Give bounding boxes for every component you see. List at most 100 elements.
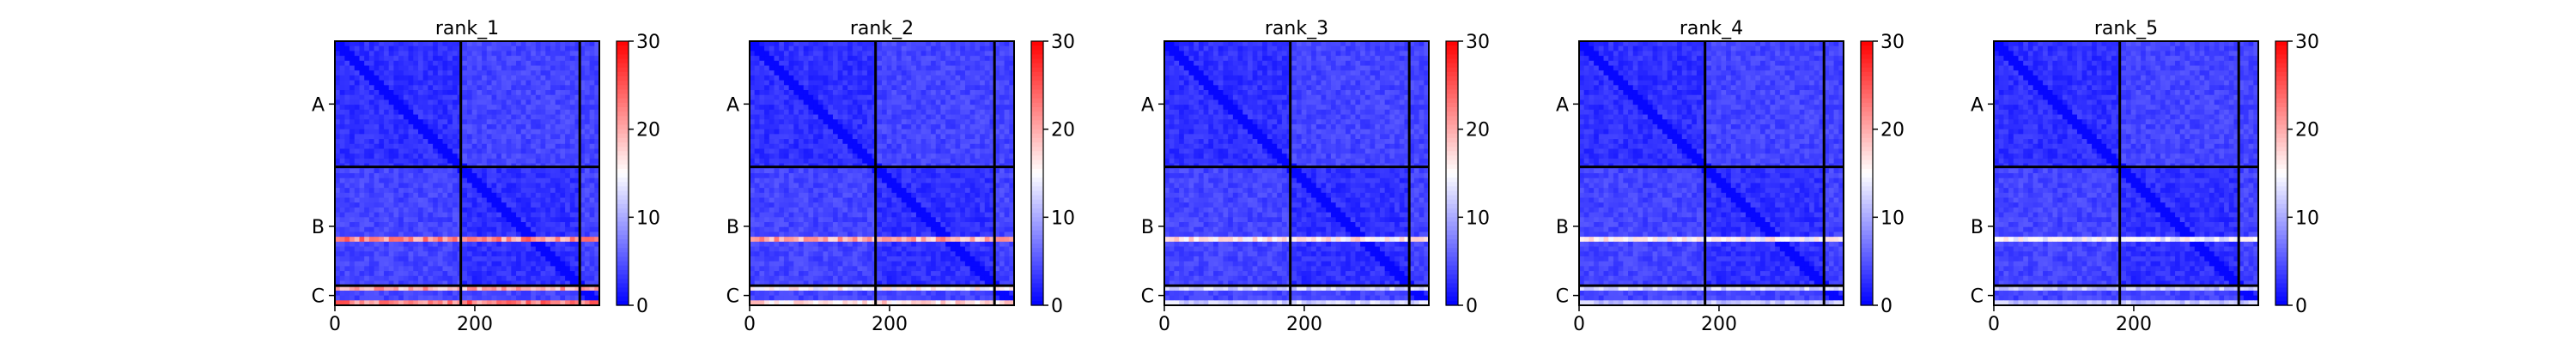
heatmap-cell	[555, 295, 561, 301]
heatmap-cell	[999, 80, 1005, 86]
heatmap-cell	[491, 275, 497, 282]
heatmap-cell	[580, 56, 586, 62]
heatmap-cell	[335, 129, 341, 135]
heatmap-cell	[398, 232, 404, 238]
heatmap-cell	[832, 90, 839, 96]
heatmap-cell	[935, 192, 942, 199]
heatmap-cell	[545, 158, 551, 165]
heatmap-cell	[368, 261, 375, 267]
heatmap-cell	[589, 271, 595, 277]
heatmap-cell	[526, 123, 532, 130]
heatmap-cell	[344, 300, 350, 306]
heatmap-cell	[516, 80, 522, 86]
heatmap-cell	[379, 114, 385, 120]
heatmap-cell	[783, 202, 790, 208]
heatmap-cell	[989, 75, 995, 81]
heatmap-cell	[452, 217, 459, 223]
heatmap-cell	[516, 300, 522, 306]
heatmap-cell	[368, 148, 375, 154]
heatmap-cell	[477, 129, 483, 135]
heatmap-cell	[531, 178, 537, 184]
heatmap-cell	[462, 168, 468, 174]
heatmap-cell	[540, 80, 546, 86]
heatmap-cell	[837, 148, 843, 154]
heatmap-cell	[852, 90, 859, 96]
heatmap-cell	[594, 105, 600, 111]
heatmap-cell	[516, 246, 522, 252]
heatmap-cell	[531, 65, 537, 71]
heatmap-cell	[808, 143, 814, 150]
heatmap-cell	[764, 56, 770, 62]
heatmap-cell	[799, 109, 805, 116]
heatmap-cell	[335, 158, 341, 165]
heatmap-cell	[388, 94, 395, 101]
heatmap-cell	[750, 188, 756, 194]
heatmap-cell	[379, 295, 385, 301]
heatmap-cell	[989, 51, 995, 57]
heatmap-cell	[560, 207, 566, 214]
heatmap-cell	[496, 202, 502, 208]
heatmap-cell	[540, 300, 546, 306]
heatmap-cell	[989, 45, 995, 51]
heatmap-cell	[852, 119, 859, 125]
heatmap-cell	[901, 197, 908, 203]
heatmap-cell	[384, 246, 390, 252]
heatmap-cell	[580, 70, 586, 76]
heatmap-cell	[769, 129, 775, 135]
heatmap-cell	[569, 153, 576, 159]
heatmap-cell	[491, 178, 497, 184]
heatmap-cell	[803, 178, 810, 184]
heatmap-cell	[882, 65, 888, 71]
heatmap-cell	[417, 261, 424, 267]
heatmap-cell	[555, 222, 561, 228]
heatmap-cell	[501, 256, 507, 262]
heatmap-cell	[368, 123, 375, 130]
heatmap-cell	[526, 129, 532, 135]
colorbar-swatch	[617, 85, 629, 91]
heatmap-cell	[896, 123, 902, 130]
heatmap-cell	[964, 153, 971, 159]
heatmap-cell	[975, 192, 981, 199]
heatmap-cell	[828, 129, 834, 135]
heatmap-cell	[857, 139, 863, 145]
heatmap-cell	[398, 197, 404, 203]
heatmap-cell	[393, 148, 399, 154]
heatmap-cell	[866, 217, 873, 223]
heatmap-cell	[823, 197, 829, 203]
heatmap-cell	[882, 119, 888, 125]
heatmap-cell	[980, 56, 986, 62]
heatmap-cell	[857, 153, 863, 159]
heatmap-cell	[403, 232, 410, 238]
heatmap-cell	[584, 197, 591, 203]
heatmap-cell	[379, 192, 385, 199]
heatmap-cell	[388, 183, 395, 189]
heatmap-cell	[379, 158, 385, 165]
heatmap-cell	[516, 56, 522, 62]
heatmap-cell	[384, 45, 390, 51]
heatmap-cell	[769, 153, 775, 159]
heatmap-cell	[349, 119, 355, 125]
heatmap-cell	[759, 129, 765, 135]
heatmap-cell	[754, 168, 760, 174]
heatmap-cell	[428, 207, 434, 214]
heatmap-cell	[779, 65, 785, 71]
heatmap-cell	[398, 256, 404, 262]
heatmap-cell	[783, 80, 790, 86]
heatmap-cell	[413, 222, 419, 228]
heatmap-cell	[560, 109, 566, 116]
heatmap-cell	[442, 207, 448, 214]
heatmap-cell	[344, 188, 350, 194]
heatmap-cell	[398, 105, 404, 111]
heatmap-cell	[950, 202, 957, 208]
heatmap-cell	[531, 105, 537, 111]
heatmap-cell	[349, 237, 355, 243]
heatmap-cell	[491, 94, 497, 101]
heatmap-cell	[354, 105, 361, 111]
heatmap-cell	[511, 80, 517, 86]
heatmap-cell	[413, 271, 419, 277]
heatmap-cell	[526, 197, 532, 203]
heatmap-cell	[339, 290, 345, 297]
heatmap-cell	[848, 119, 854, 125]
heatmap-cell	[866, 188, 873, 194]
heatmap-cell	[339, 45, 345, 51]
